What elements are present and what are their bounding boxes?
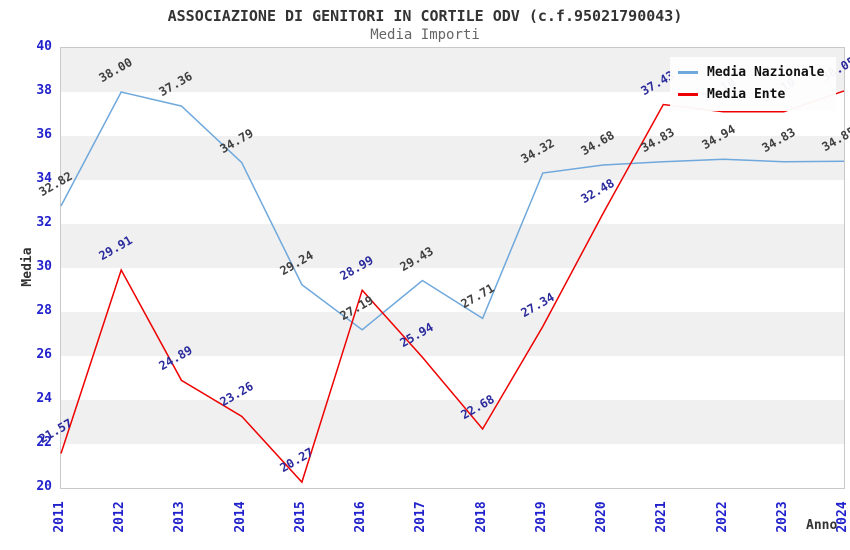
legend-item-media-ente: Media Ente bbox=[678, 83, 824, 105]
plot-area: 32.82 38.00 37.36 34.79 29.24 27.19 29.43 27.71… bbox=[37, 47, 850, 489]
x-tick-label: 2013 bbox=[172, 501, 188, 533]
x-tick-label: 2012 bbox=[112, 501, 128, 533]
x-tick-label: 2019 bbox=[533, 501, 549, 533]
x-tick-label: 2011 bbox=[52, 501, 67, 533]
y-tick-label: 28 bbox=[36, 303, 52, 318]
x-tick-label: 2018 bbox=[473, 501, 489, 533]
y-tick-label: 26 bbox=[36, 347, 52, 362]
x-tick-label: 2022 bbox=[714, 501, 730, 533]
series-line-media-nazionale bbox=[60, 91, 845, 331]
x-tick-label: 2021 bbox=[654, 501, 670, 533]
y-tick-label: 20 bbox=[36, 479, 52, 494]
x-tick-label: 2015 bbox=[292, 501, 308, 533]
y-tick-label: 38 bbox=[36, 83, 52, 98]
y-tick-label: 36 bbox=[36, 127, 52, 142]
x-tick-label: 2023 bbox=[774, 501, 790, 533]
y-tick-label: 34 bbox=[36, 171, 52, 186]
x-tick-label: 2017 bbox=[413, 501, 429, 533]
x-axis-title: Anno bbox=[806, 518, 838, 533]
legend-label: Media Ente bbox=[707, 86, 786, 102]
x-tick-label: 2014 bbox=[232, 501, 248, 533]
x-tick-label: 2024 bbox=[835, 501, 850, 533]
chart-subtitle: Media Importi bbox=[370, 27, 480, 43]
y-tick-label: 32 bbox=[36, 215, 52, 230]
series-line-media-ente bbox=[60, 90, 845, 484]
x-tick-label: 2016 bbox=[353, 501, 369, 533]
x-tick-label: 2020 bbox=[594, 501, 610, 533]
legend: Media Nazionale Media Ente bbox=[670, 57, 837, 111]
y-tick-label: 22 bbox=[36, 435, 52, 450]
y-tick-label: 24 bbox=[36, 391, 52, 406]
series-plot bbox=[60, 90, 845, 484]
chart-title: ASSOCIAZIONE DI GENITORI IN CORTILE ODV … bbox=[167, 7, 683, 25]
legend-label: Media Nazionale bbox=[707, 64, 825, 80]
media-nazionale-line-swatch bbox=[678, 70, 698, 74]
y-tick-label: 40 bbox=[36, 39, 52, 54]
media-ente-line-swatch bbox=[678, 92, 698, 96]
legend-item-media-nazionale: Media Nazionale bbox=[678, 61, 824, 83]
y-tick-label: 30 bbox=[36, 259, 52, 274]
